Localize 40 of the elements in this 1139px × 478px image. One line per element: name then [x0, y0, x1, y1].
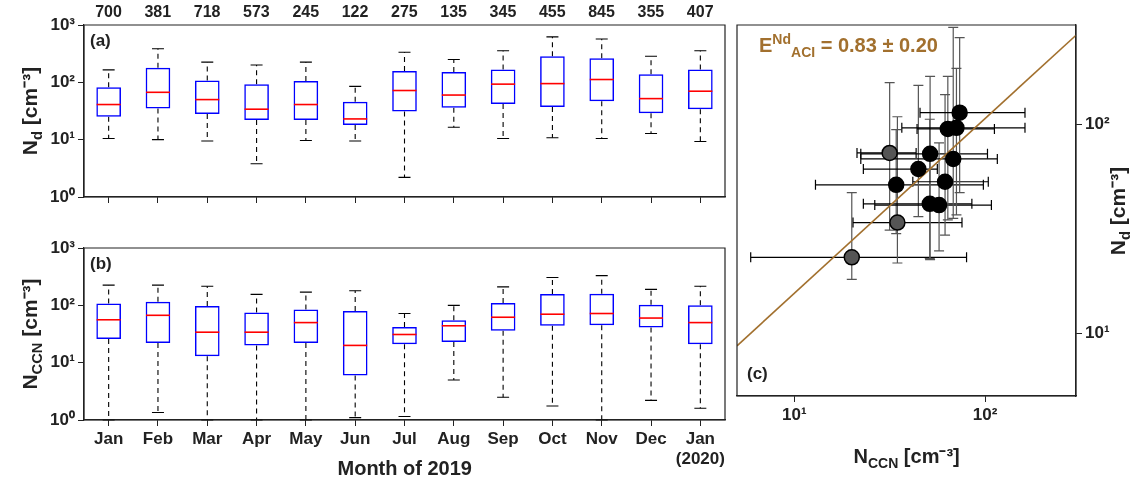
annotation: E$^{Nd}$$_{ACI}$ = 0.83 ± 0.20 — [759, 31, 938, 60]
text: 245 — [292, 3, 320, 21]
annotation: (a) — [90, 31, 111, 51]
y-tick-label: 10³ — [50, 237, 76, 257]
y-tick-label: 10¹ — [50, 129, 76, 149]
y-tick-label: 10² — [50, 295, 76, 315]
text: 355 — [637, 3, 665, 21]
x-tick-label: Jul — [392, 428, 417, 448]
text: 381 — [144, 3, 172, 21]
x-tick-label: Sep — [487, 428, 519, 448]
x-axis-title: N$_{CCN}$ [cm⁻³] — [853, 444, 960, 471]
text: 407 — [686, 3, 714, 21]
text: 345 — [489, 3, 517, 21]
x-tick-label: Aug — [437, 428, 471, 448]
text: 718 — [193, 3, 221, 21]
text: 122 — [341, 3, 369, 21]
annotation: (b) — [90, 254, 112, 274]
text: 573 — [243, 3, 270, 21]
y-tick-label: 10³ — [50, 14, 76, 34]
text: 455 — [538, 3, 566, 21]
x-tick-label: Apr — [241, 428, 272, 448]
y-tick-label: 10⁰ — [50, 409, 75, 429]
x-axis-title: Month of 2019 — [337, 457, 472, 478]
text: 135 — [440, 3, 467, 21]
x-tick-label: Feb — [142, 428, 174, 448]
y-tick-label: 10⁰ — [50, 186, 75, 206]
x-tick-label: Dec — [635, 428, 667, 448]
x-tick-label: Oct — [538, 428, 567, 448]
y-tick-label: 10² — [50, 72, 76, 92]
text: 700 — [95, 3, 122, 21]
x-tick-label: Jun — [340, 428, 371, 448]
y-tick-label: 10¹ — [50, 352, 76, 372]
x-tick-label: May — [289, 428, 323, 448]
text: 845 — [588, 3, 615, 21]
x-tick-label: Jan (2020) — [675, 428, 725, 469]
x-tick-label: Nov — [585, 428, 619, 448]
x-tick-label: Jan — [94, 428, 124, 448]
annotation: (c) — [747, 364, 768, 384]
x-tick-label: Mar — [192, 428, 223, 448]
text: 275 — [391, 3, 418, 21]
